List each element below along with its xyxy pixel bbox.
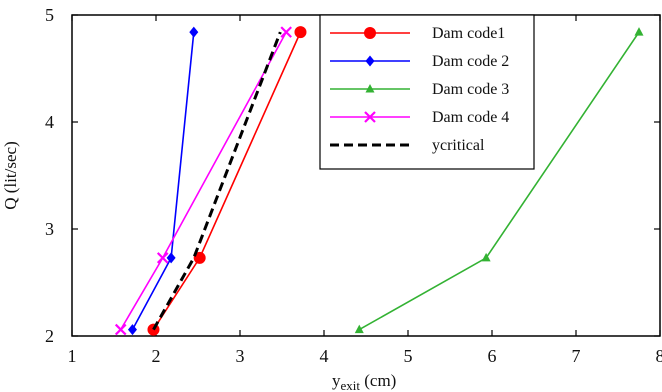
x-tick-label: 7 [572,346,581,366]
y-tick-label: 4 [45,112,54,132]
series-line [152,31,282,331]
x-axis-label-unit: (cm) [360,371,396,390]
data-point [166,252,176,264]
data-point [634,27,644,36]
legend: Dam code1 Dam code 2 Dam code 3 Dam code 4 y… [319,14,535,170]
legend-box [319,14,535,170]
y-tick-label: 3 [45,219,54,239]
data-point [294,26,307,39]
legend-marker [365,84,375,93]
y-tick-label: 5 [45,5,54,25]
series-3 [354,27,644,334]
legend-label: Dam code 2 [432,53,509,70]
series-5 [152,31,282,331]
x-tick-label: 8 [656,346,662,366]
data-point [354,324,364,334]
data-point [280,26,292,38]
series-line [120,31,287,330]
legend-label: Dam code 3 [432,81,509,98]
y-tick-label: 2 [45,326,54,346]
series-line [131,32,195,330]
data-point [193,251,206,264]
legend-label: Dam code 4 [432,109,509,126]
x-tick-label: 2 [152,346,161,366]
data-point [189,26,199,38]
data-point [156,252,169,264]
legend-marker [364,27,376,39]
x-axis-label-main: y [332,371,341,390]
x-tick-label: 1 [68,346,77,366]
legend-label: Dam code1 [432,25,505,42]
y-axis-label: Q (lit/sec) [1,141,20,209]
x-tick-label: 6 [488,346,497,366]
series-line [152,31,302,331]
data-point [114,323,127,336]
data-point [481,252,491,262]
x-tick-label: 4 [320,346,329,366]
legend-marker [365,55,375,67]
legend-marker [364,111,376,123]
x-tick-label: 5 [404,346,413,366]
data-point [127,324,137,336]
series-4 [114,26,292,336]
x-axis-label-subscript: exit [341,378,361,392]
x-tick-label: 3 [236,346,245,366]
series-2 [127,26,199,336]
legend-label: ycritical [432,137,485,154]
series-1 [147,26,307,336]
x-axis-label: yexit (cm) [332,371,396,392]
